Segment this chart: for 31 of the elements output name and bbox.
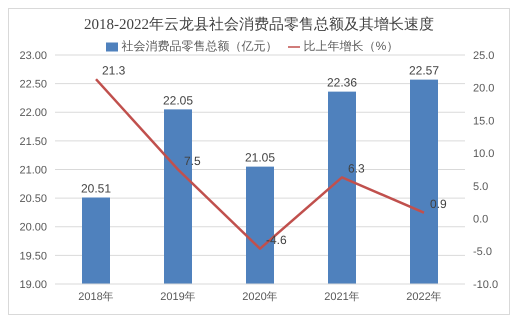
data-label: 22.05 bbox=[162, 93, 194, 108]
y-tick-label: 20.00 bbox=[19, 222, 47, 234]
y-tick-label: 21.50 bbox=[19, 136, 47, 148]
y-tick-label: 22.00 bbox=[19, 107, 47, 120]
y2-tick-label: 10.0 bbox=[473, 148, 494, 160]
y-tick-label: 20.50 bbox=[19, 193, 47, 206]
y2-tick-label: 5.0 bbox=[473, 180, 488, 193]
y2-tick-label: 15.0 bbox=[473, 115, 494, 128]
y2-tick-label: 20.0 bbox=[473, 82, 494, 95]
chart-title: 2018-2022年云龙县社会消费品零售总额及其增长速度 bbox=[83, 15, 435, 34]
y2-tick-label: -10.0 bbox=[473, 278, 498, 291]
legend-label: 社会消费品零售总额（亿元） bbox=[122, 39, 278, 53]
x-tick-label: 2019年 bbox=[160, 290, 196, 303]
data-label: 20.51 bbox=[80, 182, 112, 196]
data-label: 22.57 bbox=[408, 64, 440, 78]
y-tick-label: 19.00 bbox=[19, 278, 47, 291]
y-tick-label: 22.50 bbox=[19, 78, 47, 91]
y-tick-label: 23.00 bbox=[19, 50, 47, 62]
data-label: 21.3 bbox=[102, 63, 126, 78]
y-tick-label: 21.00 bbox=[19, 164, 47, 176]
x-tick-label: 2022年 bbox=[406, 290, 442, 303]
y2-tick-label: 25.0 bbox=[473, 50, 494, 62]
legend-label: 比上年增长（%） bbox=[304, 39, 398, 53]
x-tick-label: 2020年 bbox=[242, 290, 278, 303]
y-tick-label: 19.50 bbox=[19, 250, 47, 262]
y2-tick-label: -5.0 bbox=[473, 246, 492, 258]
y2-tick-label: 0.0 bbox=[473, 213, 488, 226]
x-tick-label: 2018年 bbox=[78, 290, 114, 303]
data-label: 21.05 bbox=[244, 150, 276, 165]
data-label: 22.36 bbox=[326, 76, 358, 90]
x-tick-label: 2021年 bbox=[324, 290, 360, 303]
